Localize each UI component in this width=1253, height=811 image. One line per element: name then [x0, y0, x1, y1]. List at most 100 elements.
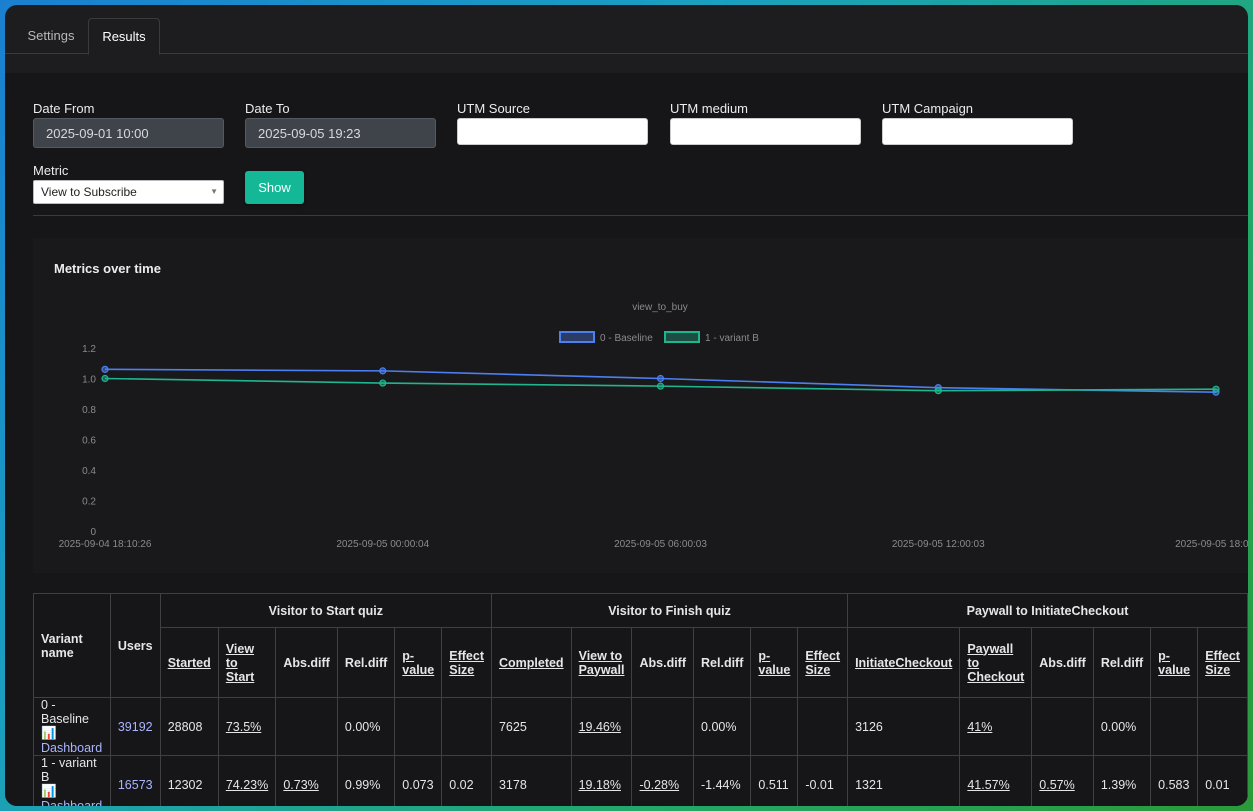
cell: -0.01 — [797, 755, 849, 806]
cell — [275, 697, 338, 756]
cell — [1150, 697, 1199, 756]
data-point — [101, 374, 109, 383]
cell[interactable]: 19.46% — [570, 697, 633, 756]
cell — [797, 697, 849, 756]
variant-name: 1 - variant B — [41, 756, 97, 784]
cell: 1321 — [847, 755, 961, 806]
data-point — [379, 367, 387, 375]
cell: 0.00% — [693, 697, 752, 756]
date-to-label: Date To — [245, 101, 290, 116]
x-tick-label: 2025-09-05 06:00:03 — [614, 539, 707, 550]
col-header: Abs.diff — [275, 627, 338, 698]
cell: 0.073 — [394, 755, 443, 806]
cell[interactable]: -0.28% — [631, 755, 695, 806]
chevron-down-icon: ▼ — [210, 187, 218, 196]
cell: 12302 — [159, 755, 219, 806]
col-header: Abs.diff — [1031, 627, 1094, 698]
col-users-header: Users — [109, 593, 161, 698]
variant-name: 0 - Baseline — [41, 698, 89, 726]
legend-label: 1 - variant B — [705, 333, 759, 344]
table-row: 0 - Baseline 📊 Dashboard 39192 28808 73.5… — [33, 697, 1248, 756]
col-variant-header: Variant name — [33, 593, 111, 698]
cell: 28808 — [159, 697, 219, 756]
tab-results[interactable]: Results — [88, 18, 160, 55]
cell[interactable]: 0.73% — [275, 755, 338, 806]
line-chart: view_to_buy 0 - Baseline 1 - variant B 1.2 1… — [59, 302, 1248, 550]
date-to-input[interactable]: 2025-09-05 19:23 — [245, 118, 436, 148]
cell: 0.00% — [1092, 697, 1152, 756]
cell[interactable]: 41% — [959, 697, 1033, 756]
legend-swatch — [664, 331, 700, 343]
data-point — [1212, 385, 1220, 393]
tab-bar: Settings Results — [5, 5, 1248, 55]
col-header[interactable]: Effect Size — [1197, 627, 1248, 698]
results-panel: Date From 2025-09-01 10:00 Date To 2025-… — [5, 73, 1248, 806]
x-tick-label: 2025-09-04 18:10:26 — [59, 539, 152, 550]
metric-select-value: View to Subscribe — [41, 185, 137, 199]
col-header[interactable]: View to Paywall — [570, 627, 633, 698]
y-tick-label: 0.4 — [82, 466, 96, 477]
cell: 0.02 — [441, 755, 492, 806]
cell — [1031, 697, 1094, 756]
col-header[interactable]: Completed — [490, 627, 572, 698]
dashboard-link[interactable]: 📊 Dashboard — [41, 784, 103, 806]
group-header: Visitor to Start quiz — [159, 593, 492, 628]
col-header[interactable]: Effect Size — [797, 627, 849, 698]
col-header[interactable]: InitiateCheckout — [847, 627, 961, 698]
cell: 1.39% — [1092, 755, 1152, 806]
divider — [33, 215, 1248, 216]
data-point — [934, 387, 942, 395]
utm-medium-input[interactable] — [670, 118, 861, 145]
cell: 0.583 — [1150, 755, 1199, 806]
legend-label: 0 - Baseline — [600, 333, 653, 344]
chart-card: Metrics over time view_to_buy 0 - Baselin… — [33, 238, 1248, 573]
date-from-input[interactable]: 2025-09-01 10:00 — [33, 118, 224, 148]
users-cell[interactable]: 16573 — [109, 755, 161, 806]
variant-cell: 1 - variant B 📊 Dashboard — [33, 755, 111, 806]
x-tick-label: 2025-09-05 18:00: — [1175, 539, 1248, 550]
data-point — [656, 382, 665, 390]
results-table: Variant name Users Visitor to Start quiz… — [33, 593, 1248, 806]
col-header[interactable]: Effect Size — [441, 627, 492, 698]
utm-campaign-label: UTM Campaign — [882, 101, 974, 116]
show-button[interactable]: Show — [245, 171, 304, 204]
dashboard-link[interactable]: 📊 Dashboard — [41, 726, 103, 755]
x-tick-label: 2025-09-05 12:00:03 — [892, 539, 985, 550]
users-cell[interactable]: 39192 — [109, 697, 161, 756]
cell[interactable]: 19.18% — [570, 755, 633, 806]
cell[interactable]: 73.5% — [217, 697, 277, 756]
utm-campaign-input[interactable] — [882, 118, 1073, 145]
cell[interactable]: 41.57% — [959, 755, 1033, 806]
y-tick-label: 0 — [90, 527, 96, 538]
col-header[interactable]: p-value — [1150, 627, 1199, 698]
data-point — [101, 365, 109, 373]
col-header: Rel.diff — [336, 627, 396, 698]
y-tick-label: 0.6 — [82, 436, 96, 447]
metric-select[interactable]: View to Subscribe ▼ — [33, 180, 224, 204]
cell[interactable]: 74.23% — [217, 755, 277, 806]
cell: -1.44% — [693, 755, 752, 806]
group-header: Paywall to InitiateCheckout — [847, 593, 1248, 628]
cell: 7625 — [490, 697, 572, 756]
cell: 0.00% — [336, 697, 396, 756]
col-header[interactable]: Started — [159, 627, 219, 698]
results-table-wrap: Variant name Users Visitor to Start quiz… — [33, 593, 1248, 806]
cell — [441, 697, 492, 756]
col-header[interactable]: View to Start — [217, 627, 277, 698]
date-from-label: Date From — [33, 101, 95, 116]
col-header[interactable]: p-value — [394, 627, 443, 698]
utm-source-label: UTM Source — [457, 101, 530, 116]
chart-card-title: Metrics over time — [54, 261, 161, 276]
col-header[interactable]: Paywall to Checkout — [959, 627, 1033, 698]
cell: 3126 — [847, 697, 961, 756]
col-header[interactable]: p-value — [750, 627, 799, 698]
col-header: Abs.diff — [631, 627, 695, 698]
chart-title: view_to_buy — [632, 302, 688, 313]
cell[interactable]: 0.57% — [1031, 755, 1094, 806]
col-header: Rel.diff — [693, 627, 752, 698]
tab-settings[interactable]: Settings — [27, 28, 75, 43]
group-header: Visitor to Finish quiz — [490, 593, 849, 628]
legend-swatch — [559, 331, 595, 343]
data-point — [656, 374, 665, 383]
utm-source-input[interactable] — [457, 118, 648, 145]
